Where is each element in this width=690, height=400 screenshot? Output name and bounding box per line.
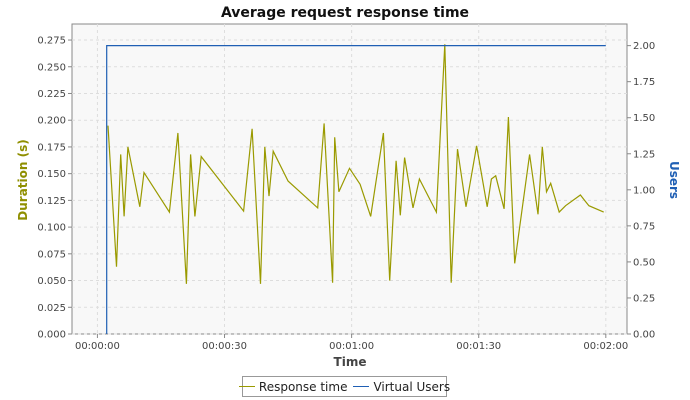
y2-tick-label: 0.00 [633,330,655,341]
legend-label-virtual-users: Virtual Users [373,379,451,394]
y-tick-label: 0.000 [37,330,66,341]
y-tick-label: 0.100 [37,223,66,234]
chart-title: Average request response time [221,5,469,21]
y2-tick-label: 1.00 [633,185,655,196]
plot-area [71,23,628,335]
x-axis-ticks: 00:00:00 00:00:30 00:01:00 00:01:30 00:02:00 [75,334,628,352]
x-tick-label: 00:01:30 [456,341,501,352]
legend-swatch-response-time [238,386,255,387]
y-tick-label: 0.150 [37,169,66,180]
y-axis-left-label: Duration (s) [16,139,30,220]
legend-label-response-time: Response time [258,379,348,394]
y-axis-right-ticks: 0.00 0.25 0.50 0.75 1.00 1.25 1.50 1.75 2.00 [627,41,655,341]
y-tick-label: 0.175 [37,142,66,153]
y2-tick-label: 1.75 [633,77,655,88]
y-tick-label: 0.200 [37,116,66,127]
y-axis-right-label: Users [667,161,681,199]
y-tick-label: 0.125 [37,196,66,207]
y-axis-left-ticks: 0.000 0.025 0.050 0.075 0.100 0.125 0.150 0.175… [37,36,72,341]
y2-tick-label: 1.25 [633,149,655,160]
y-tick-label: 0.225 [37,89,66,100]
series-response-time [107,44,604,284]
x-tick-label: 00:00:30 [202,341,247,352]
legend: Response time Virtual Users [238,376,450,397]
series-virtual-users [106,44,606,335]
y2-tick-label: 0.25 [633,293,655,304]
y2-tick-label: 2.00 [633,41,655,52]
x-tick-label: 00:00:00 [75,341,120,352]
x-tick-label: 00:01:00 [329,341,374,352]
y-tick-label: 0.275 [37,36,66,47]
legend-item-response-time[interactable]: Response time [238,379,348,394]
legend-item-virtual-users[interactable]: Virtual Users [353,380,450,394]
y2-tick-label: 0.50 [633,257,655,268]
series-line-response-time [107,44,604,284]
y-tick-label: 0.050 [37,276,66,287]
y-tick-label: 0.250 [37,62,66,73]
y-tick-label: 0.025 [37,303,66,314]
y2-tick-label: 1.50 [633,113,655,124]
series-layer [106,44,606,335]
x-axis-label: Time [334,355,367,369]
y-tick-label: 0.075 [37,249,66,260]
x-tick-label: 00:02:00 [583,341,628,352]
y2-tick-label: 0.75 [633,221,655,232]
gridlines [72,24,627,335]
legend-swatch-virtual-users [353,386,370,387]
